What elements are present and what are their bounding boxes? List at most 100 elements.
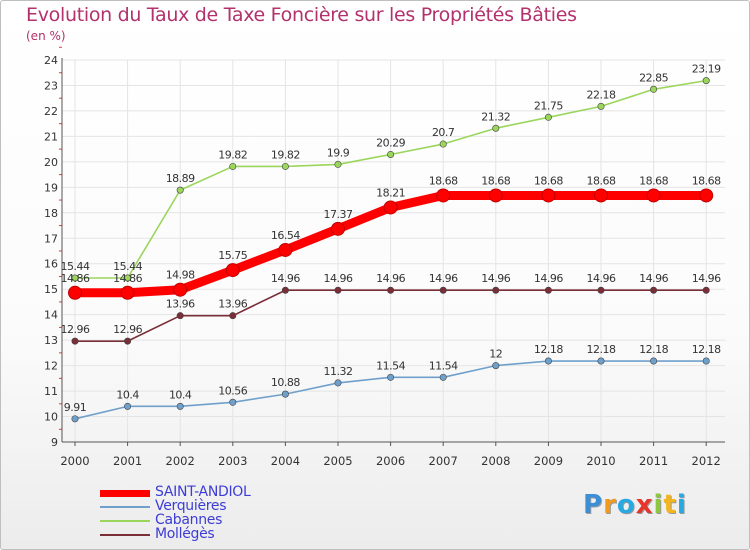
data-label: 10.88 <box>271 376 300 389</box>
data-point <box>492 362 500 370</box>
data-point <box>702 77 710 85</box>
x-tick-label: 2002 <box>166 454 195 468</box>
data-point <box>597 357 605 365</box>
data-point <box>334 379 342 387</box>
data-point <box>650 85 658 93</box>
data-point <box>281 162 289 170</box>
y-tick-label: 16 <box>44 258 58 271</box>
legend-item: Mollégès <box>100 526 330 542</box>
data-label: 12.18 <box>587 343 616 356</box>
logo-letter: i <box>653 490 664 520</box>
data-point <box>225 263 240 278</box>
data-point <box>334 160 342 168</box>
data-point <box>71 415 79 423</box>
data-label: 14.96 <box>481 272 510 285</box>
data-label: 14.96 <box>271 272 300 285</box>
data-point <box>229 162 237 170</box>
data-label: 15.44 <box>113 260 142 273</box>
x-tick-label: 2008 <box>481 454 510 468</box>
data-label: 23.19 <box>692 63 721 76</box>
logo-letter: t <box>663 490 677 520</box>
gridlines <box>62 59 725 443</box>
data-point <box>334 286 342 294</box>
data-point <box>699 188 714 203</box>
data-point <box>331 221 345 236</box>
data-point <box>281 286 289 294</box>
data-point <box>383 200 398 215</box>
data-label: 13.96 <box>166 298 195 311</box>
data-label: 10.4 <box>116 388 139 401</box>
data-point <box>124 274 132 282</box>
legend: SAINT-ANDIOL Verquières Cabannes Mollégè… <box>100 484 330 542</box>
data-point <box>173 282 188 297</box>
data-label: 12 <box>489 348 502 361</box>
x-tick-label: 2012 <box>692 454 721 468</box>
y-tick-label: 18 <box>44 207 58 220</box>
y-tick-label: 21 <box>44 130 58 143</box>
y-tick-label: 23 <box>44 79 58 92</box>
data-label: 11.32 <box>324 365 353 378</box>
data-point <box>650 286 658 294</box>
data-label: 21.75 <box>534 99 563 112</box>
x-tick-label: 2003 <box>218 454 247 468</box>
y-tick-label: 13 <box>44 334 58 347</box>
y-tick-label: 22 <box>44 105 58 118</box>
data-label: 18.68 <box>429 174 458 187</box>
data-point <box>278 242 293 257</box>
data-label: 15.75 <box>218 249 247 262</box>
data-point <box>492 286 500 294</box>
data-label: 19.82 <box>218 148 247 161</box>
x-tick-label: 2011 <box>639 454 668 468</box>
data-label: 22.18 <box>587 88 616 101</box>
data-label: 14.86 <box>61 272 90 285</box>
data-label: 14.96 <box>324 272 353 285</box>
legend-label: Verquières <box>155 498 227 514</box>
legend-swatch <box>100 520 150 522</box>
legend-swatch <box>100 534 150 536</box>
data-point <box>544 286 552 294</box>
data-point <box>229 398 237 406</box>
y-tick-label: 15 <box>44 283 58 296</box>
data-label: 20.29 <box>376 136 405 149</box>
data-point <box>646 188 661 203</box>
y-tick-label: 19 <box>44 181 58 194</box>
data-point <box>439 140 447 148</box>
data-point <box>492 124 500 132</box>
logo-letter: r <box>603 490 617 520</box>
unit-label: (en %) <box>26 29 66 43</box>
data-label: 18.68 <box>587 174 616 187</box>
data-point <box>439 373 447 381</box>
data-point <box>71 274 79 282</box>
x-tick-label: 2010 <box>586 454 615 468</box>
data-label: 14.86 <box>113 272 142 285</box>
data-point <box>387 150 395 158</box>
data-point <box>439 286 447 294</box>
data-label: 18.89 <box>166 172 195 185</box>
y-tick-label: 9 <box>51 436 58 449</box>
data-point <box>71 337 79 345</box>
data-label: 20.7 <box>432 126 455 139</box>
data-label: 12.96 <box>113 323 142 336</box>
data-label: 18.68 <box>639 174 668 187</box>
x-tick-label: 2006 <box>376 454 405 468</box>
data-label: 13.96 <box>218 298 247 311</box>
data-point <box>436 188 451 203</box>
data-label: 18.68 <box>481 174 510 187</box>
series-lines <box>68 77 714 423</box>
data-label: 19.9 <box>327 146 350 159</box>
data-point <box>597 102 605 110</box>
proxiti-logo: Proxiti <box>583 490 687 520</box>
data-label: 21.32 <box>481 110 510 123</box>
legend-label: Mollégès <box>155 526 215 542</box>
data-point <box>124 402 132 410</box>
x-tick-label: 2007 <box>429 454 458 468</box>
data-label: 14.98 <box>166 269 195 282</box>
data-point <box>281 390 289 398</box>
data-point <box>597 286 605 294</box>
data-label: 18.21 <box>376 186 405 199</box>
logo-letter: i <box>676 490 687 520</box>
data-point <box>124 337 132 345</box>
data-label: 14.96 <box>587 272 616 285</box>
